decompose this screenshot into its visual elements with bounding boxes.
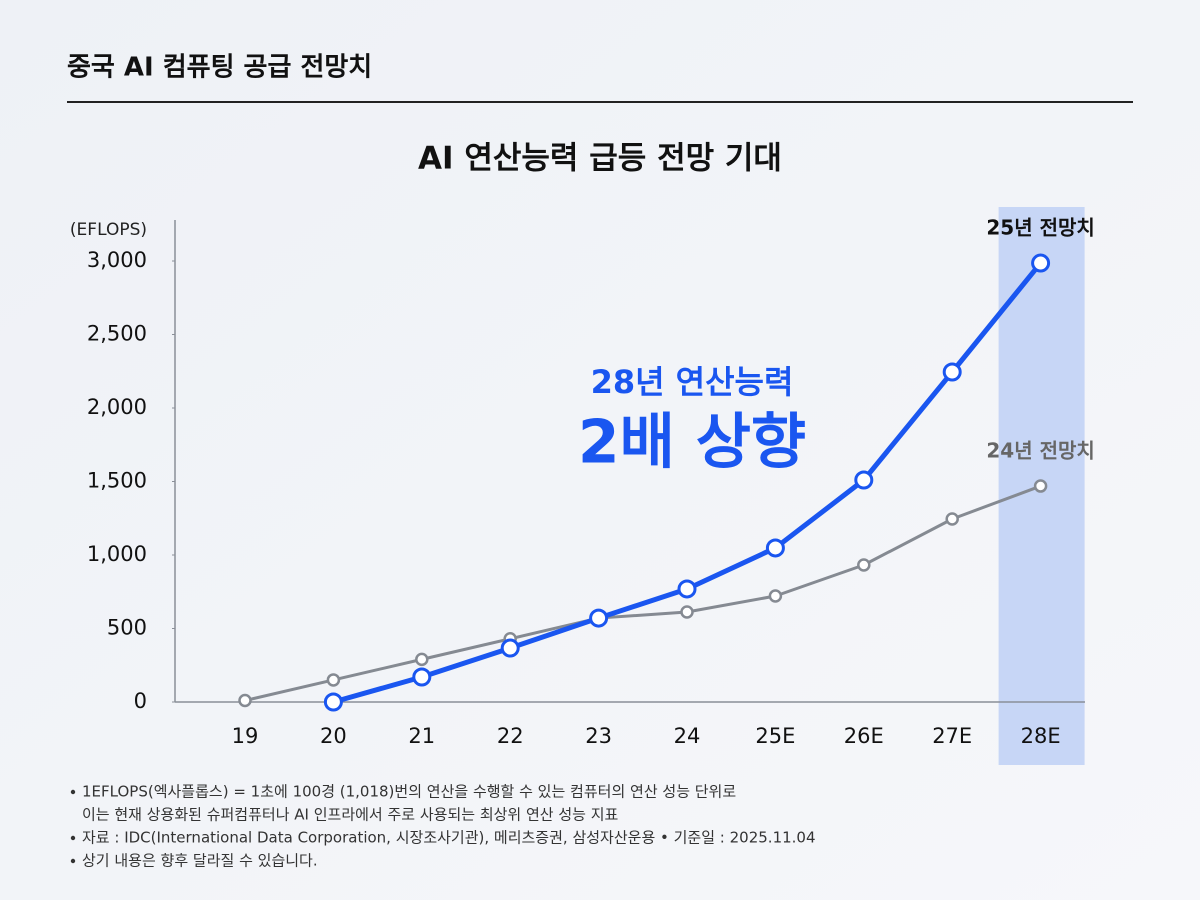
- x-tick-label: 22: [497, 724, 524, 748]
- bullet: [70, 858, 76, 864]
- footnote: 1EFLOPS(엑사플롭스) = 1초에 100경 (1,018)번의 연산을 …: [82, 783, 736, 801]
- x-tick-label: 25E: [755, 724, 795, 748]
- y-tick-label: 500: [107, 616, 147, 640]
- data-point: [854, 470, 874, 490]
- header-title: 중국 AI 컴퓨팅 공급 전망치: [67, 53, 372, 83]
- data-point: [412, 667, 432, 687]
- series-label: 25년 전망치: [986, 216, 1094, 240]
- y-tick-label: 2,500: [87, 322, 147, 346]
- data-point: [500, 638, 520, 658]
- x-tick-label: 27E: [932, 724, 972, 748]
- data-point: [1031, 253, 1051, 273]
- x-tick-label: 21: [408, 724, 435, 748]
- x-tick-label: 20: [320, 724, 347, 748]
- y-tick-label: 1,000: [87, 542, 147, 566]
- bullet: [70, 835, 76, 841]
- data-point: [323, 692, 343, 712]
- y-tick-label: 1,500: [87, 469, 147, 493]
- data-point: [589, 608, 609, 628]
- y-tick-label: 2,000: [87, 395, 147, 419]
- plot-area: 0 500 1,000 1,500 2,000 2,500 3,000 19 20 21 22 23 2…: [87, 207, 1095, 765]
- x-tick-label: 26E: [844, 724, 884, 748]
- annotation: 28년 연산능력: [591, 363, 794, 401]
- data-point: [768, 589, 783, 603]
- x-tick-label: 23: [585, 724, 612, 748]
- series-label: 24년 전망치: [986, 439, 1094, 463]
- data-point: [765, 538, 785, 558]
- data-point: [945, 512, 959, 526]
- footnote: 자료 : IDC(International Data Corporation,…: [82, 829, 816, 847]
- chart-title: AI 연산능력 급등 전망 기대: [418, 141, 782, 177]
- bullet: [70, 789, 76, 795]
- data-point: [857, 558, 871, 572]
- data-point: [238, 693, 252, 708]
- y-tick-label: 3,000: [87, 248, 147, 272]
- y-tick-label: 0: [134, 689, 147, 713]
- footnote: 상기 내용은 향후 달라질 수 있습니다.: [82, 852, 318, 870]
- data-point: [1033, 479, 1048, 493]
- data-point: [677, 579, 697, 599]
- footnote: 이는 현재 상용화된 슈퍼컴퓨터나 AI 인프라에서 주로 사용되는 최상위 연…: [82, 806, 619, 824]
- series-line: [244, 484, 1042, 702]
- y-axis-label: (EFLOPS): [70, 220, 147, 240]
- footnotes: 1EFLOPS(엑사플롭스) = 1초에 100경 (1,018)번의 연산을 …: [70, 783, 816, 870]
- data-point: [415, 652, 429, 667]
- x-tick-label: 19: [232, 724, 259, 748]
- annotation: 2배 상향: [578, 408, 806, 478]
- data-point: [680, 605, 694, 619]
- x-tick-label: 28E: [1021, 724, 1061, 748]
- x-tick-label: 24: [674, 724, 701, 748]
- data-point: [942, 362, 962, 382]
- data-point: [326, 673, 341, 687]
